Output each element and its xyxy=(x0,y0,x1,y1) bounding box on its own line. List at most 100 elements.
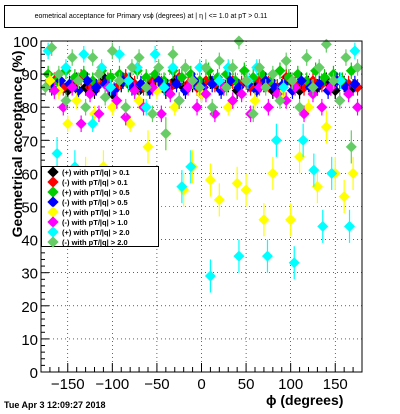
data-point xyxy=(84,88,96,100)
data-point xyxy=(307,81,319,93)
data-point xyxy=(105,81,117,93)
data-point xyxy=(146,108,158,120)
x-tick-label: −100 xyxy=(95,376,129,393)
data-point xyxy=(343,88,355,100)
legend-label: (+) with pT/|q| > 1.0 xyxy=(62,207,130,217)
data-point xyxy=(80,101,92,113)
legend-entry: (-) with pT/|q| > 1.0 xyxy=(45,216,158,228)
y-tick-label: 30 xyxy=(21,266,38,283)
data-point xyxy=(326,167,338,179)
data-point xyxy=(280,55,292,67)
data-point xyxy=(327,75,339,87)
data-point xyxy=(113,75,125,87)
legend-entry: (-) with pT/|q| > 0.5 xyxy=(45,196,158,208)
data-point xyxy=(340,52,352,64)
legend-entry: (+) with pT/|q| > 0.1 xyxy=(45,166,158,178)
data-point xyxy=(294,151,306,163)
data-point xyxy=(249,95,261,107)
data-point xyxy=(247,108,259,120)
data-point xyxy=(261,250,273,262)
legend-entry: (-) with pT/|q| > 0.1 xyxy=(45,176,158,188)
data-point xyxy=(158,81,170,93)
data-point xyxy=(124,118,136,130)
data-point xyxy=(320,38,332,50)
data-point xyxy=(274,95,286,107)
data-point xyxy=(347,167,359,179)
data-point xyxy=(206,101,218,113)
data-point xyxy=(213,194,225,206)
legend: (+) with pT/|q| > 0.1 (-) with pT/|q| > … xyxy=(41,166,159,248)
axes: 0 10 20 30 40 50 60 70 80 90 100 −150 −100 −50 0 50 100 1… xyxy=(13,34,363,393)
data-point xyxy=(133,52,145,64)
data-point xyxy=(140,71,152,83)
data-point xyxy=(231,177,243,189)
data-point xyxy=(87,52,99,64)
legend-marker-icon xyxy=(47,236,59,248)
data-point xyxy=(106,45,118,57)
data-point xyxy=(253,61,265,73)
data-point xyxy=(303,101,314,113)
data-point xyxy=(233,250,245,262)
legend-label: (-) with pT/|q| > 1.0 xyxy=(62,217,128,227)
legend-entry: (+) with pT/|q| > 2.0 xyxy=(45,226,158,238)
legend-entry: (+) with pT/|q| > 0.5 xyxy=(45,186,158,198)
data-point xyxy=(99,91,111,103)
x-axis-title: ϕ (degrees) xyxy=(266,392,344,408)
data-point xyxy=(238,65,250,77)
data-point xyxy=(155,108,167,120)
data-point xyxy=(227,95,239,107)
data-point xyxy=(191,101,203,113)
data-point xyxy=(297,134,309,146)
data-point xyxy=(111,95,123,107)
data-point xyxy=(179,61,191,73)
data-point xyxy=(169,101,181,113)
data-point xyxy=(173,95,185,107)
legend-entry: (+) with pT/|q| > 1.0 xyxy=(45,206,158,218)
data-point xyxy=(48,85,60,97)
data-point xyxy=(311,181,323,193)
data-point xyxy=(278,81,290,93)
data-point xyxy=(227,61,239,73)
data-point xyxy=(153,61,165,73)
data-point xyxy=(317,220,329,232)
data-point xyxy=(93,108,105,120)
data-point xyxy=(288,257,300,269)
data-point xyxy=(267,167,279,179)
y-tick-label: 40 xyxy=(21,233,38,250)
data-point xyxy=(182,81,194,93)
data-markers xyxy=(39,35,364,293)
data-point xyxy=(106,101,118,113)
data-point xyxy=(60,61,72,73)
y-axis-title: Geometrical acceptance (%) xyxy=(9,50,25,238)
data-point xyxy=(149,48,161,60)
data-point xyxy=(153,75,165,87)
legend-label: (-) with pT/|q| > 0.5 xyxy=(62,197,128,207)
legend-label: (+) with pT/|q| > 2.0 xyxy=(62,227,130,237)
data-point xyxy=(53,68,65,80)
data-point xyxy=(72,75,84,87)
data-point xyxy=(258,214,270,226)
data-point xyxy=(316,101,328,113)
data-point xyxy=(90,81,102,93)
data-point xyxy=(335,75,347,87)
data-point xyxy=(44,75,56,87)
data-point xyxy=(262,101,274,113)
data-point xyxy=(240,75,252,87)
y-tick-label: 50 xyxy=(21,200,38,217)
data-point xyxy=(352,101,364,113)
legend-label: (+) with pT/|q| > 0.1 xyxy=(62,167,130,177)
data-point xyxy=(267,68,279,80)
data-point xyxy=(213,75,225,87)
data-point xyxy=(301,52,313,64)
legend-entry: (-) with pT/|q| > 2.0 xyxy=(45,236,158,248)
data-point xyxy=(298,108,310,120)
data-point xyxy=(194,61,206,73)
data-point xyxy=(129,85,141,97)
data-point xyxy=(176,71,188,83)
data-point xyxy=(93,68,105,80)
x-tick-label: 100 xyxy=(278,376,303,393)
data-point xyxy=(120,101,132,113)
y-tick-label: 70 xyxy=(21,133,38,150)
data-point xyxy=(240,184,252,196)
data-point xyxy=(126,61,138,73)
